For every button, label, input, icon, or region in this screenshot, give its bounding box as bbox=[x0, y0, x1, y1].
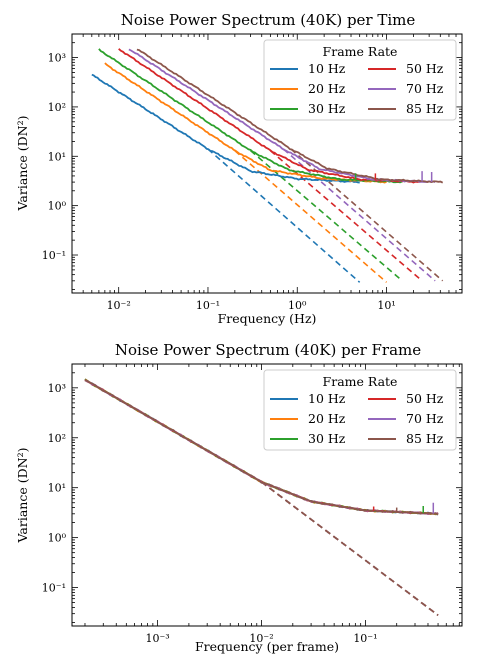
legend: Frame Rate 10 Hz 20 Hz 30 Hz 50 Hz 70 Hz 85 H… bbox=[263, 369, 457, 451]
chart-panel-time: Noise Power Spectrum (40K) per Time 10⁻²… bbox=[15, 11, 463, 326]
series-fit-line bbox=[290, 148, 444, 282]
legend-entries: 10 Hz 20 Hz 30 Hz 50 Hz 70 Hz 85 Hz bbox=[270, 61, 444, 116]
legend-label: 50 Hz bbox=[406, 61, 444, 76]
series-group bbox=[84, 378, 439, 616]
x-tick-label: 10⁰ bbox=[288, 299, 307, 312]
y-tick-label: 10⁻¹ bbox=[42, 582, 66, 595]
legend: Frame Rate 10 Hz 20 Hz 30 Hz 50 Hz 70 Hz 85 H… bbox=[263, 39, 457, 121]
y-tick-label: 10⁰ bbox=[48, 200, 67, 213]
y-tick-label: 10³ bbox=[48, 52, 66, 65]
series-fit-line bbox=[250, 150, 403, 282]
series-line bbox=[84, 379, 439, 516]
series-fit-line bbox=[261, 481, 439, 616]
chart-panel-frame: Noise Power Spectrum (40K) per Frame 10⁻… bbox=[15, 341, 463, 654]
legend-label: 70 Hz bbox=[406, 411, 444, 426]
legend-label: 85 Hz bbox=[406, 431, 444, 446]
series-line bbox=[98, 48, 403, 184]
legend-label: 10 Hz bbox=[308, 391, 346, 406]
x-tick-label: 10⁻¹ bbox=[196, 299, 220, 312]
legend-label: 10 Hz bbox=[308, 61, 346, 76]
legend-label: 20 Hz bbox=[308, 411, 346, 426]
legend-label: 85 Hz bbox=[406, 101, 444, 116]
legend-box bbox=[263, 39, 457, 121]
legend-box bbox=[263, 369, 457, 451]
y-tick-label: 10¹ bbox=[48, 150, 66, 163]
series-line bbox=[136, 48, 444, 184]
series-line bbox=[91, 73, 360, 184]
legend-label: 50 Hz bbox=[406, 391, 444, 406]
x-tick-label: 10¹ bbox=[377, 299, 395, 312]
y-tick-label: 10³ bbox=[48, 382, 66, 395]
series-fit-line bbox=[207, 148, 361, 283]
y-tick-label: 10⁻¹ bbox=[42, 249, 66, 262]
legend-title: Frame Rate bbox=[323, 44, 398, 59]
x-axis-label: Frequency (Hz) bbox=[218, 311, 317, 326]
y-axis-label: Variance (DN²) bbox=[15, 116, 30, 212]
y-tick-label: 10⁰ bbox=[48, 532, 67, 545]
y-tick-label: 10¹ bbox=[48, 482, 66, 495]
x-tick-label: 10⁻² bbox=[107, 299, 131, 312]
y-axis-label: Variance (DN²) bbox=[15, 448, 30, 544]
chart-title: Noise Power Spectrum (40K) per Time bbox=[121, 11, 416, 29]
legend-label: 20 Hz bbox=[308, 81, 346, 96]
chart-title: Noise Power Spectrum (40K) per Frame bbox=[115, 341, 421, 359]
x-tick-label: 10⁻¹ bbox=[353, 632, 377, 645]
y-tick-label: 10² bbox=[48, 101, 66, 114]
legend-label: 30 Hz bbox=[308, 431, 346, 446]
series-group bbox=[91, 48, 444, 283]
plot-frame bbox=[71, 363, 463, 627]
legend-entries: 10 Hz 20 Hz 30 Hz 50 Hz 70 Hz 85 Hz bbox=[270, 391, 444, 446]
legend-label: 70 Hz bbox=[406, 81, 444, 96]
legend-title: Frame Rate bbox=[323, 374, 398, 389]
legend-label: 30 Hz bbox=[308, 101, 346, 116]
y-tick-label: 10² bbox=[48, 432, 66, 445]
plot-area: 10⁻² 10⁻¹ 10⁰ 10¹ 10⁻¹ 10⁰ 10¹ 10² 10³ bbox=[42, 33, 463, 312]
x-tick-label: 10⁻³ bbox=[146, 632, 170, 645]
plot-frame bbox=[71, 33, 463, 294]
x-tick-label: 10⁻² bbox=[249, 632, 273, 645]
x-axis-label: Frequency (per frame) bbox=[195, 639, 339, 654]
